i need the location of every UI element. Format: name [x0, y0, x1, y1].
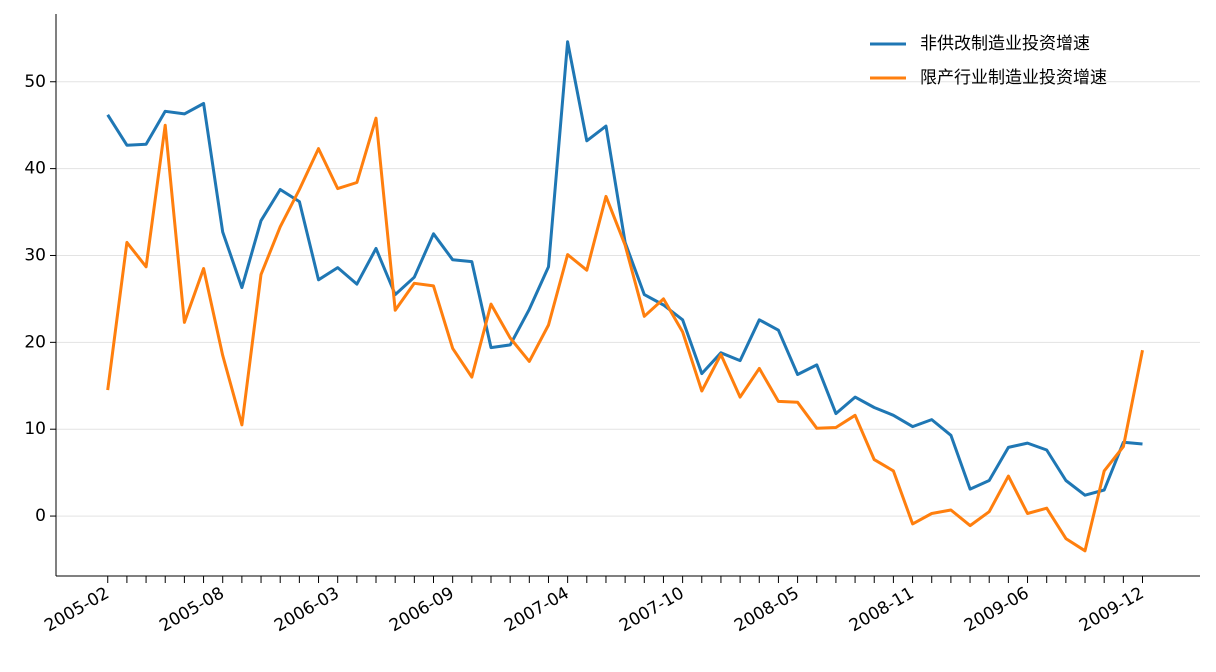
x-tick-label: 2009-06: [961, 583, 1033, 636]
y-tick-label: 30: [24, 245, 46, 265]
x-tick-label: 2006-09: [386, 583, 458, 636]
x-tick-label: 2007-10: [616, 583, 688, 636]
x-tick-label: 2009-12: [1076, 583, 1148, 636]
x-tick-label: 2008-11: [846, 583, 918, 636]
x-tick-label: 2005-02: [41, 583, 113, 636]
y-tick-label: 20: [24, 332, 46, 352]
x-tick-label: 2008-05: [731, 583, 803, 636]
y-tick-label: 10: [24, 419, 46, 439]
y-tick-label: 0: [35, 506, 46, 526]
line: [106, 116, 1144, 553]
legend-label: 限产行业制造业投资增速: [920, 68, 1107, 88]
x-tick-label: 2007-04: [501, 583, 573, 636]
x-tick-label: 2005-08: [156, 583, 228, 636]
legend-label: 非供改制造业投资增速: [920, 34, 1090, 54]
x-tick-label: 2006-03: [271, 583, 343, 636]
y-tick-label: 40: [24, 159, 46, 179]
y-tick-label: 50: [24, 72, 46, 92]
